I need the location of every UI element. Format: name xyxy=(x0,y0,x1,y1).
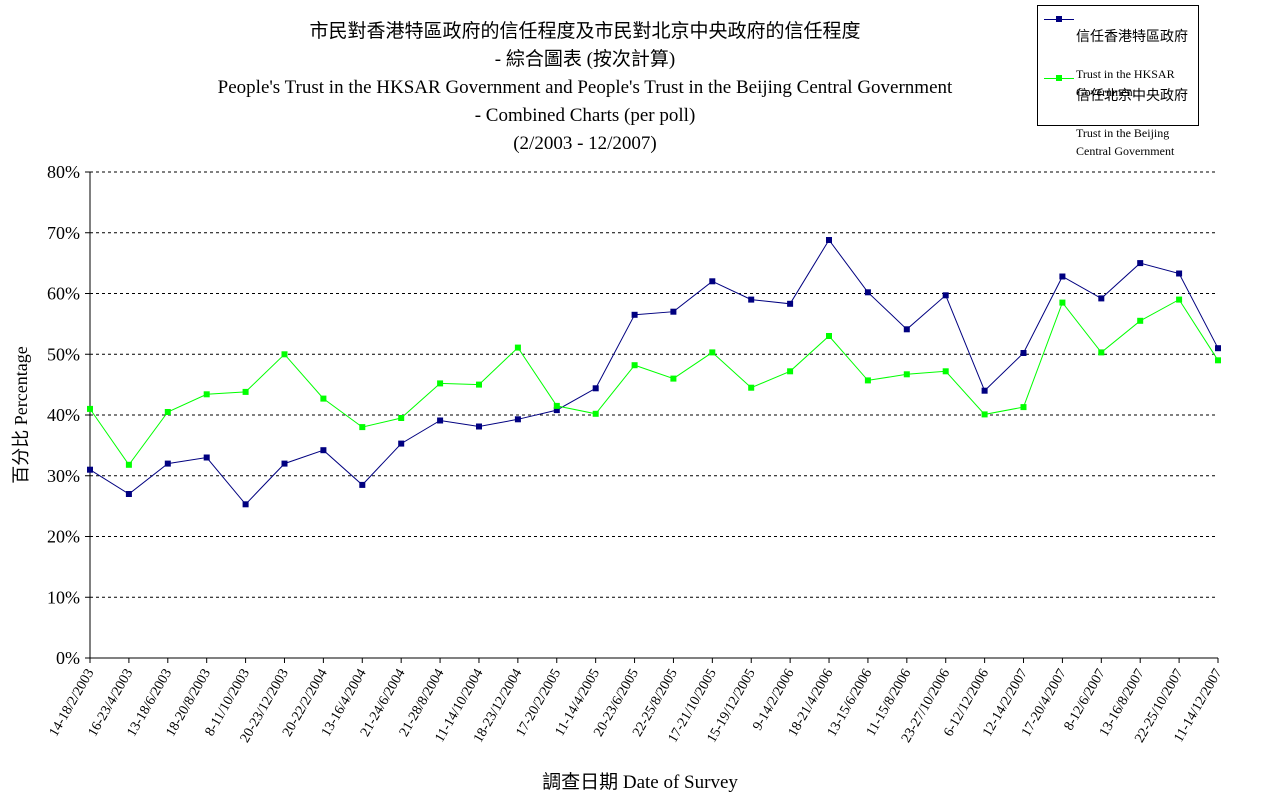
y-tick-label: 30% xyxy=(47,466,80,486)
data-point-series-1 xyxy=(1137,317,1144,324)
data-point-series-0 xyxy=(1176,270,1183,277)
data-point-series-0 xyxy=(553,407,560,414)
data-point-series-1 xyxy=(709,349,716,356)
legend-swatch-beijing xyxy=(1044,74,1074,84)
data-point-series-0 xyxy=(1137,260,1144,267)
data-point-series-1 xyxy=(1176,296,1183,303)
data-point-series-1 xyxy=(1098,349,1105,356)
data-point-series-0 xyxy=(942,292,949,299)
y-tick-label: 10% xyxy=(47,587,80,607)
data-point-series-0 xyxy=(320,447,327,454)
legend-swatch-hksar xyxy=(1044,15,1074,25)
data-point-series-1 xyxy=(281,351,288,358)
legend-label-beijing: 信任北京中央政府 Trust in the Beijing Central Go… xyxy=(1076,69,1188,160)
y-tick-label: 80% xyxy=(47,162,80,182)
series-line-0 xyxy=(89,239,1219,506)
data-point-series-0 xyxy=(1020,350,1027,356)
legend-label-beijing-zh: 信任北京中央政府 xyxy=(1076,89,1188,104)
series-line-1 xyxy=(89,298,1219,466)
data-point-series-1 xyxy=(87,405,93,412)
data-point-series-1 xyxy=(125,461,132,468)
data-point-series-0 xyxy=(476,423,482,430)
data-point-series-0 xyxy=(709,278,716,285)
data-point-series-1 xyxy=(514,344,521,351)
y-axis-title: 百分比 Percentage xyxy=(11,346,31,483)
y-tick-label: 0% xyxy=(56,648,80,668)
y-tick-label: 20% xyxy=(47,527,80,547)
y-tick-label: 40% xyxy=(47,405,80,425)
data-point-series-0 xyxy=(787,300,794,307)
chart-subtitle-zh: - 綜合圖表 (按次計算) xyxy=(494,49,676,70)
chart-title-en: People's Trust in the HKSAR Government a… xyxy=(217,77,953,98)
legend: 信任香港特區政府 Trust in the HKSAR Government 信… xyxy=(1037,5,1199,158)
data-point-series-1 xyxy=(398,415,405,421)
data-point-series-0 xyxy=(631,311,638,318)
y-tick-label: 60% xyxy=(47,284,80,304)
data-point-series-1 xyxy=(164,409,171,415)
data-point-series-1 xyxy=(826,333,832,339)
legend-label-hksar-zh: 信任香港特區政府 xyxy=(1076,30,1188,45)
data-point-series-0 xyxy=(864,289,871,296)
data-point-series-0 xyxy=(1059,273,1066,280)
data-point-series-1 xyxy=(359,424,366,431)
data-point-series-1 xyxy=(592,410,599,417)
chart-period: (2/2003 - 12/2007) xyxy=(513,133,657,154)
data-point-series-0 xyxy=(981,387,988,394)
data-point-series-1 xyxy=(553,402,560,409)
data-point-series-1 xyxy=(942,368,949,375)
data-point-series-1 xyxy=(320,395,327,402)
x-axis-title: 調查日期 Date of Survey xyxy=(542,772,738,793)
legend-label-hksar: 信任香港特區政府 Trust in the HKSAR Government xyxy=(1076,10,1188,101)
chart-title-block: 市民對香港特區政府的信任程度及市民對北京中央政府的信任程度 - 綜合圖表 (按次… xyxy=(185,18,985,158)
data-point-series-1 xyxy=(631,362,638,369)
data-point-series-1 xyxy=(1020,404,1027,411)
y-tick-label: 70% xyxy=(47,223,80,243)
data-point-series-0 xyxy=(903,326,910,333)
data-point-series-1 xyxy=(242,388,249,395)
data-point-series-1 xyxy=(748,384,755,391)
data-point-series-1 xyxy=(864,377,871,384)
data-point-series-0 xyxy=(748,296,755,303)
data-point-series-0 xyxy=(281,460,288,467)
data-point-series-1 xyxy=(1059,299,1066,306)
chart-subtitle-en: - Combined Charts (per poll) xyxy=(474,105,696,126)
data-point-series-0 xyxy=(242,501,249,508)
data-point-series-0 xyxy=(514,416,521,423)
data-point-series-1 xyxy=(1215,357,1221,364)
data-point-series-1 xyxy=(787,368,794,375)
data-point-series-0 xyxy=(125,491,132,497)
data-point-series-0 xyxy=(1215,345,1221,352)
data-point-series-0 xyxy=(826,237,832,243)
data-point-series-0 xyxy=(437,417,444,424)
data-point-series-1 xyxy=(476,381,482,388)
legend-label-hksar-en: Trust in the HKSAR Government xyxy=(1076,67,1175,99)
data-point-series-0 xyxy=(164,460,171,467)
data-point-series-0 xyxy=(670,308,677,315)
y-tick-label: 50% xyxy=(47,344,80,364)
data-point-series-0 xyxy=(203,454,210,461)
chart-title-zh: 市民對香港特區政府的信任程度及市民對北京中央政府的信任程度 xyxy=(309,21,861,42)
data-point-series-0 xyxy=(1098,295,1105,302)
data-point-series-1 xyxy=(203,391,210,398)
legend-label-beijing-en: Trust in the Beijing Central Government xyxy=(1076,126,1175,158)
data-point-series-0 xyxy=(359,481,366,488)
data-point-series-0 xyxy=(87,466,93,473)
data-point-series-1 xyxy=(670,375,677,382)
data-point-series-1 xyxy=(903,371,910,378)
data-point-series-1 xyxy=(437,380,444,387)
data-point-series-1 xyxy=(981,411,988,418)
data-point-series-0 xyxy=(398,440,405,447)
data-point-series-0 xyxy=(592,385,599,392)
